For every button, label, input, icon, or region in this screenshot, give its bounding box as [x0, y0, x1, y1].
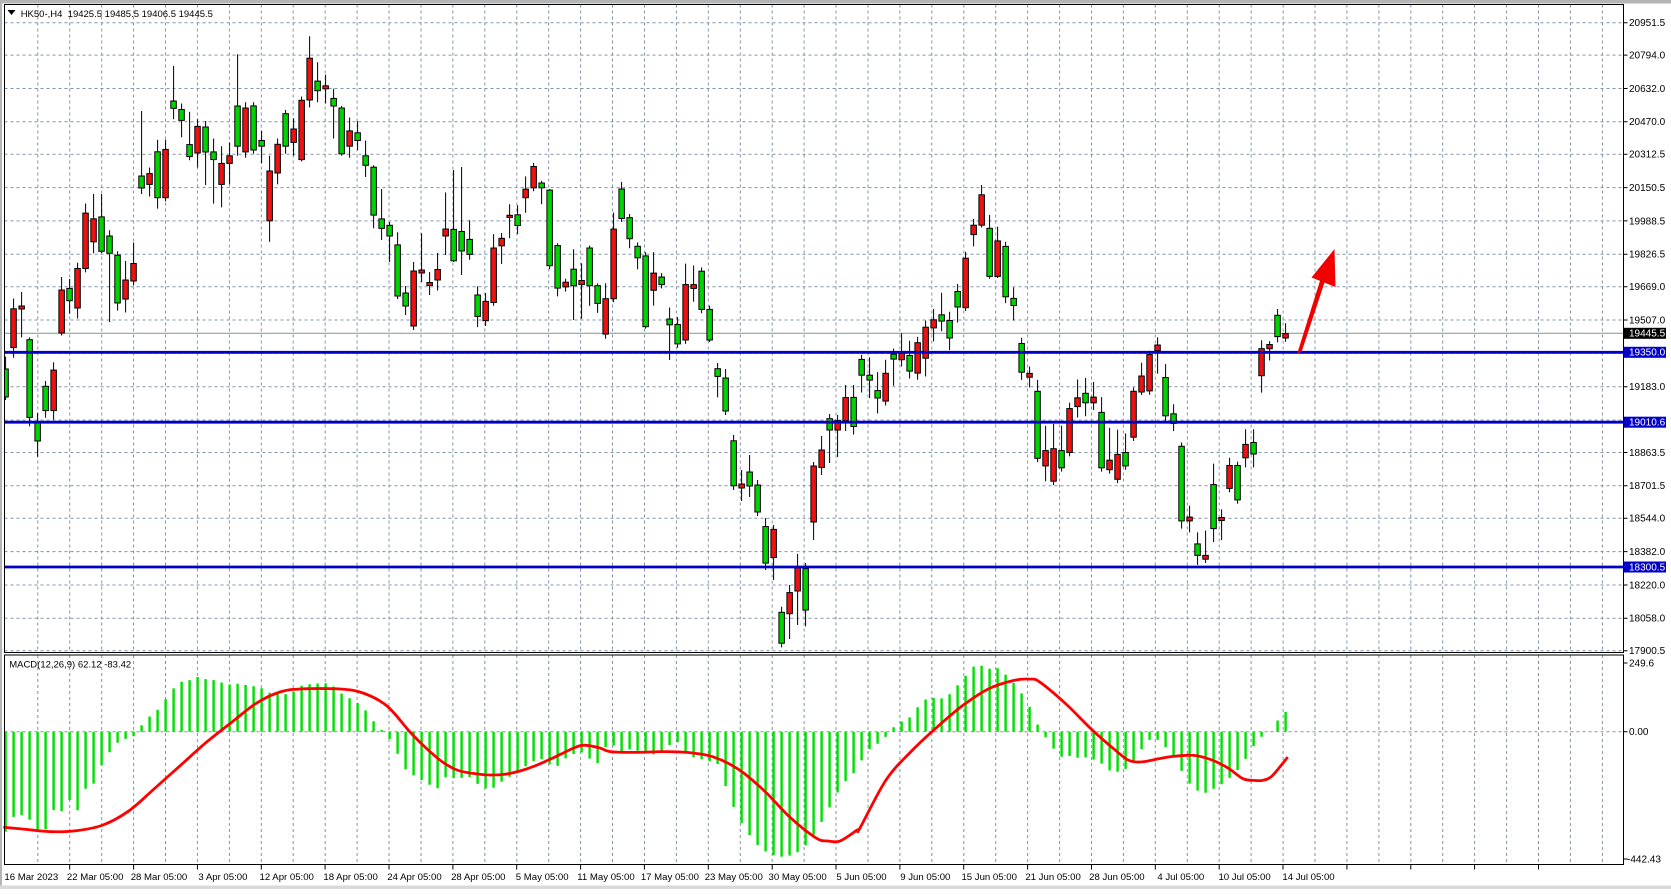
svg-text:28 Jun 05:00: 28 Jun 05:00: [1089, 872, 1144, 883]
svg-text:4 Jul 05:00: 4 Jul 05:00: [1157, 872, 1204, 883]
svg-text:14 Jul 05:00: 14 Jul 05:00: [1282, 872, 1334, 883]
svg-text:24 Apr 05:00: 24 Apr 05:00: [387, 872, 441, 883]
svg-text:28 Apr 05:00: 28 Apr 05:00: [451, 872, 505, 883]
svg-text:19010.6: 19010.6: [1629, 418, 1666, 429]
svg-text:18 Apr 05:00: 18 Apr 05:00: [323, 872, 377, 883]
svg-text:17 May 05:00: 17 May 05:00: [641, 872, 699, 883]
svg-text:20150.5: 20150.5: [1629, 183, 1666, 194]
svg-text:HK50-,H4 19425.5 19485.5 1940: HK50-,H4 19425.5 19485.5 19406.5 19445.5: [21, 9, 213, 20]
svg-text:21 Jun 05:00: 21 Jun 05:00: [1025, 872, 1080, 883]
svg-text:19350.0: 19350.0: [1629, 348, 1666, 359]
svg-text:30 May 05:00: 30 May 05:00: [769, 872, 827, 883]
svg-text:19669.0: 19669.0: [1629, 282, 1666, 293]
svg-text:10 Jul 05:00: 10 Jul 05:00: [1218, 872, 1270, 883]
svg-text:15 Jun 05:00: 15 Jun 05:00: [961, 872, 1016, 883]
svg-text:5 Jun 05:00: 5 Jun 05:00: [836, 872, 886, 883]
svg-text:18544.0: 18544.0: [1629, 514, 1666, 525]
svg-text:19507.0: 19507.0: [1629, 315, 1666, 326]
svg-text:18863.5: 18863.5: [1629, 448, 1666, 459]
svg-text:18382.0: 18382.0: [1629, 547, 1666, 558]
svg-text:5 May 05:00: 5 May 05:00: [516, 872, 569, 883]
svg-text:18300.5: 18300.5: [1629, 562, 1666, 573]
svg-text:22 Mar 05:00: 22 Mar 05:00: [67, 872, 124, 883]
svg-text:20470.0: 20470.0: [1629, 117, 1666, 128]
svg-text:20794.0: 20794.0: [1629, 51, 1666, 62]
svg-text:9 Jun 05:00: 9 Jun 05:00: [900, 872, 950, 883]
svg-text:19988.5: 19988.5: [1629, 216, 1666, 227]
svg-text:20632.0: 20632.0: [1629, 84, 1666, 95]
svg-text:11 May 05:00: 11 May 05:00: [577, 872, 634, 883]
svg-text:18701.5: 18701.5: [1629, 481, 1666, 492]
svg-text:17900.5: 17900.5: [1629, 646, 1666, 657]
svg-text:249.6: 249.6: [1629, 658, 1654, 669]
svg-text:20951.5: 20951.5: [1629, 18, 1666, 29]
svg-text:-442.43: -442.43: [1627, 854, 1661, 865]
svg-text:19826.5: 19826.5: [1629, 250, 1666, 261]
svg-text:12 Apr 05:00: 12 Apr 05:00: [259, 872, 313, 883]
svg-text:19183.0: 19183.0: [1629, 382, 1666, 393]
svg-text:0.00: 0.00: [1629, 727, 1649, 738]
svg-text:18058.0: 18058.0: [1629, 614, 1666, 625]
svg-text:16 Mar 2023: 16 Mar 2023: [4, 872, 58, 883]
svg-text:20312.5: 20312.5: [1629, 150, 1666, 161]
svg-text:3 Apr 05:00: 3 Apr 05:00: [198, 872, 247, 883]
svg-text:28 Mar 05:00: 28 Mar 05:00: [131, 872, 188, 883]
svg-text:23 May 05:00: 23 May 05:00: [705, 872, 763, 883]
svg-text:19445.5: 19445.5: [1629, 329, 1666, 340]
svg-text:18220.0: 18220.0: [1629, 580, 1666, 591]
svg-text:MACD(12,26,9) 62.12 -83.42: MACD(12,26,9) 62.12 -83.42: [9, 660, 131, 671]
